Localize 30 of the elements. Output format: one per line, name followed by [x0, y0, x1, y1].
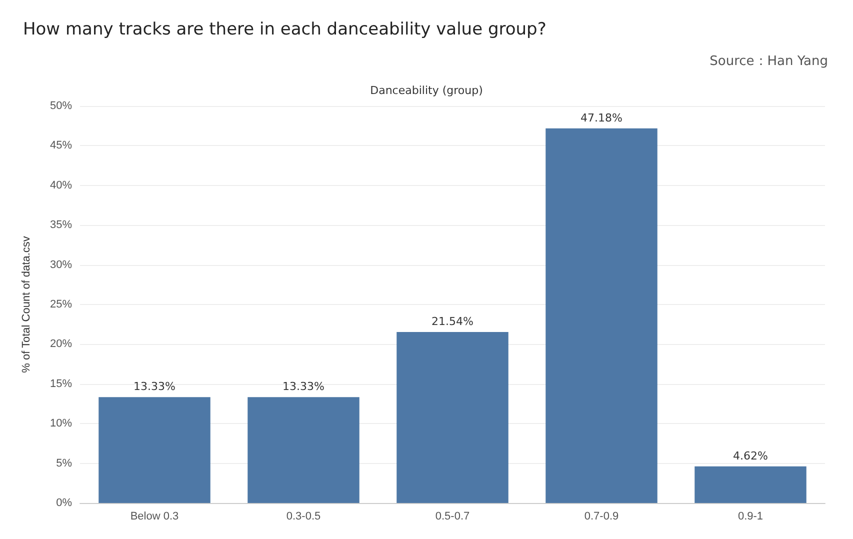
y-tick-label: 15%: [50, 378, 72, 390]
bar: [98, 397, 210, 503]
x-tick-label: 0.7-0.9: [584, 510, 619, 522]
y-tick-label: 5%: [56, 457, 72, 470]
bar: [694, 466, 806, 503]
chart-title: How many tracks are there in each danceability value group?: [23, 20, 546, 40]
y-tick-label: 10%: [50, 418, 72, 430]
x-tick-label: 0.5-0.7: [435, 510, 470, 522]
bar: [248, 397, 360, 503]
bar: [396, 332, 508, 503]
data-label: 13.33%: [134, 380, 176, 394]
bar: [546, 128, 658, 503]
x-axis-title: Danceability (group): [370, 84, 483, 97]
y-tick-label: 50%: [50, 100, 72, 112]
data-label: 21.54%: [432, 314, 474, 328]
data-label: 4.62%: [733, 449, 768, 462]
y-tick-label: 35%: [50, 219, 72, 232]
data-label: 13.33%: [282, 380, 324, 394]
y-tick-label: 45%: [50, 140, 72, 152]
y-tick-label: 30%: [50, 258, 72, 271]
data-label: 47.18%: [580, 111, 622, 124]
y-tick-label: 40%: [50, 179, 72, 192]
x-tick-label: 0.9-1: [738, 510, 764, 522]
x-tick-label: Below 0.3: [130, 510, 179, 522]
y-tick-label: 0%: [56, 497, 72, 509]
source-note: Source：Han Yang: [710, 54, 828, 69]
y-tick-label: 25%: [50, 298, 72, 310]
x-tick-label: 0.3-0.5: [286, 510, 321, 522]
y-axis-title: % of Total Count of data.csv: [20, 236, 32, 373]
y-tick-label: 20%: [50, 338, 72, 350]
